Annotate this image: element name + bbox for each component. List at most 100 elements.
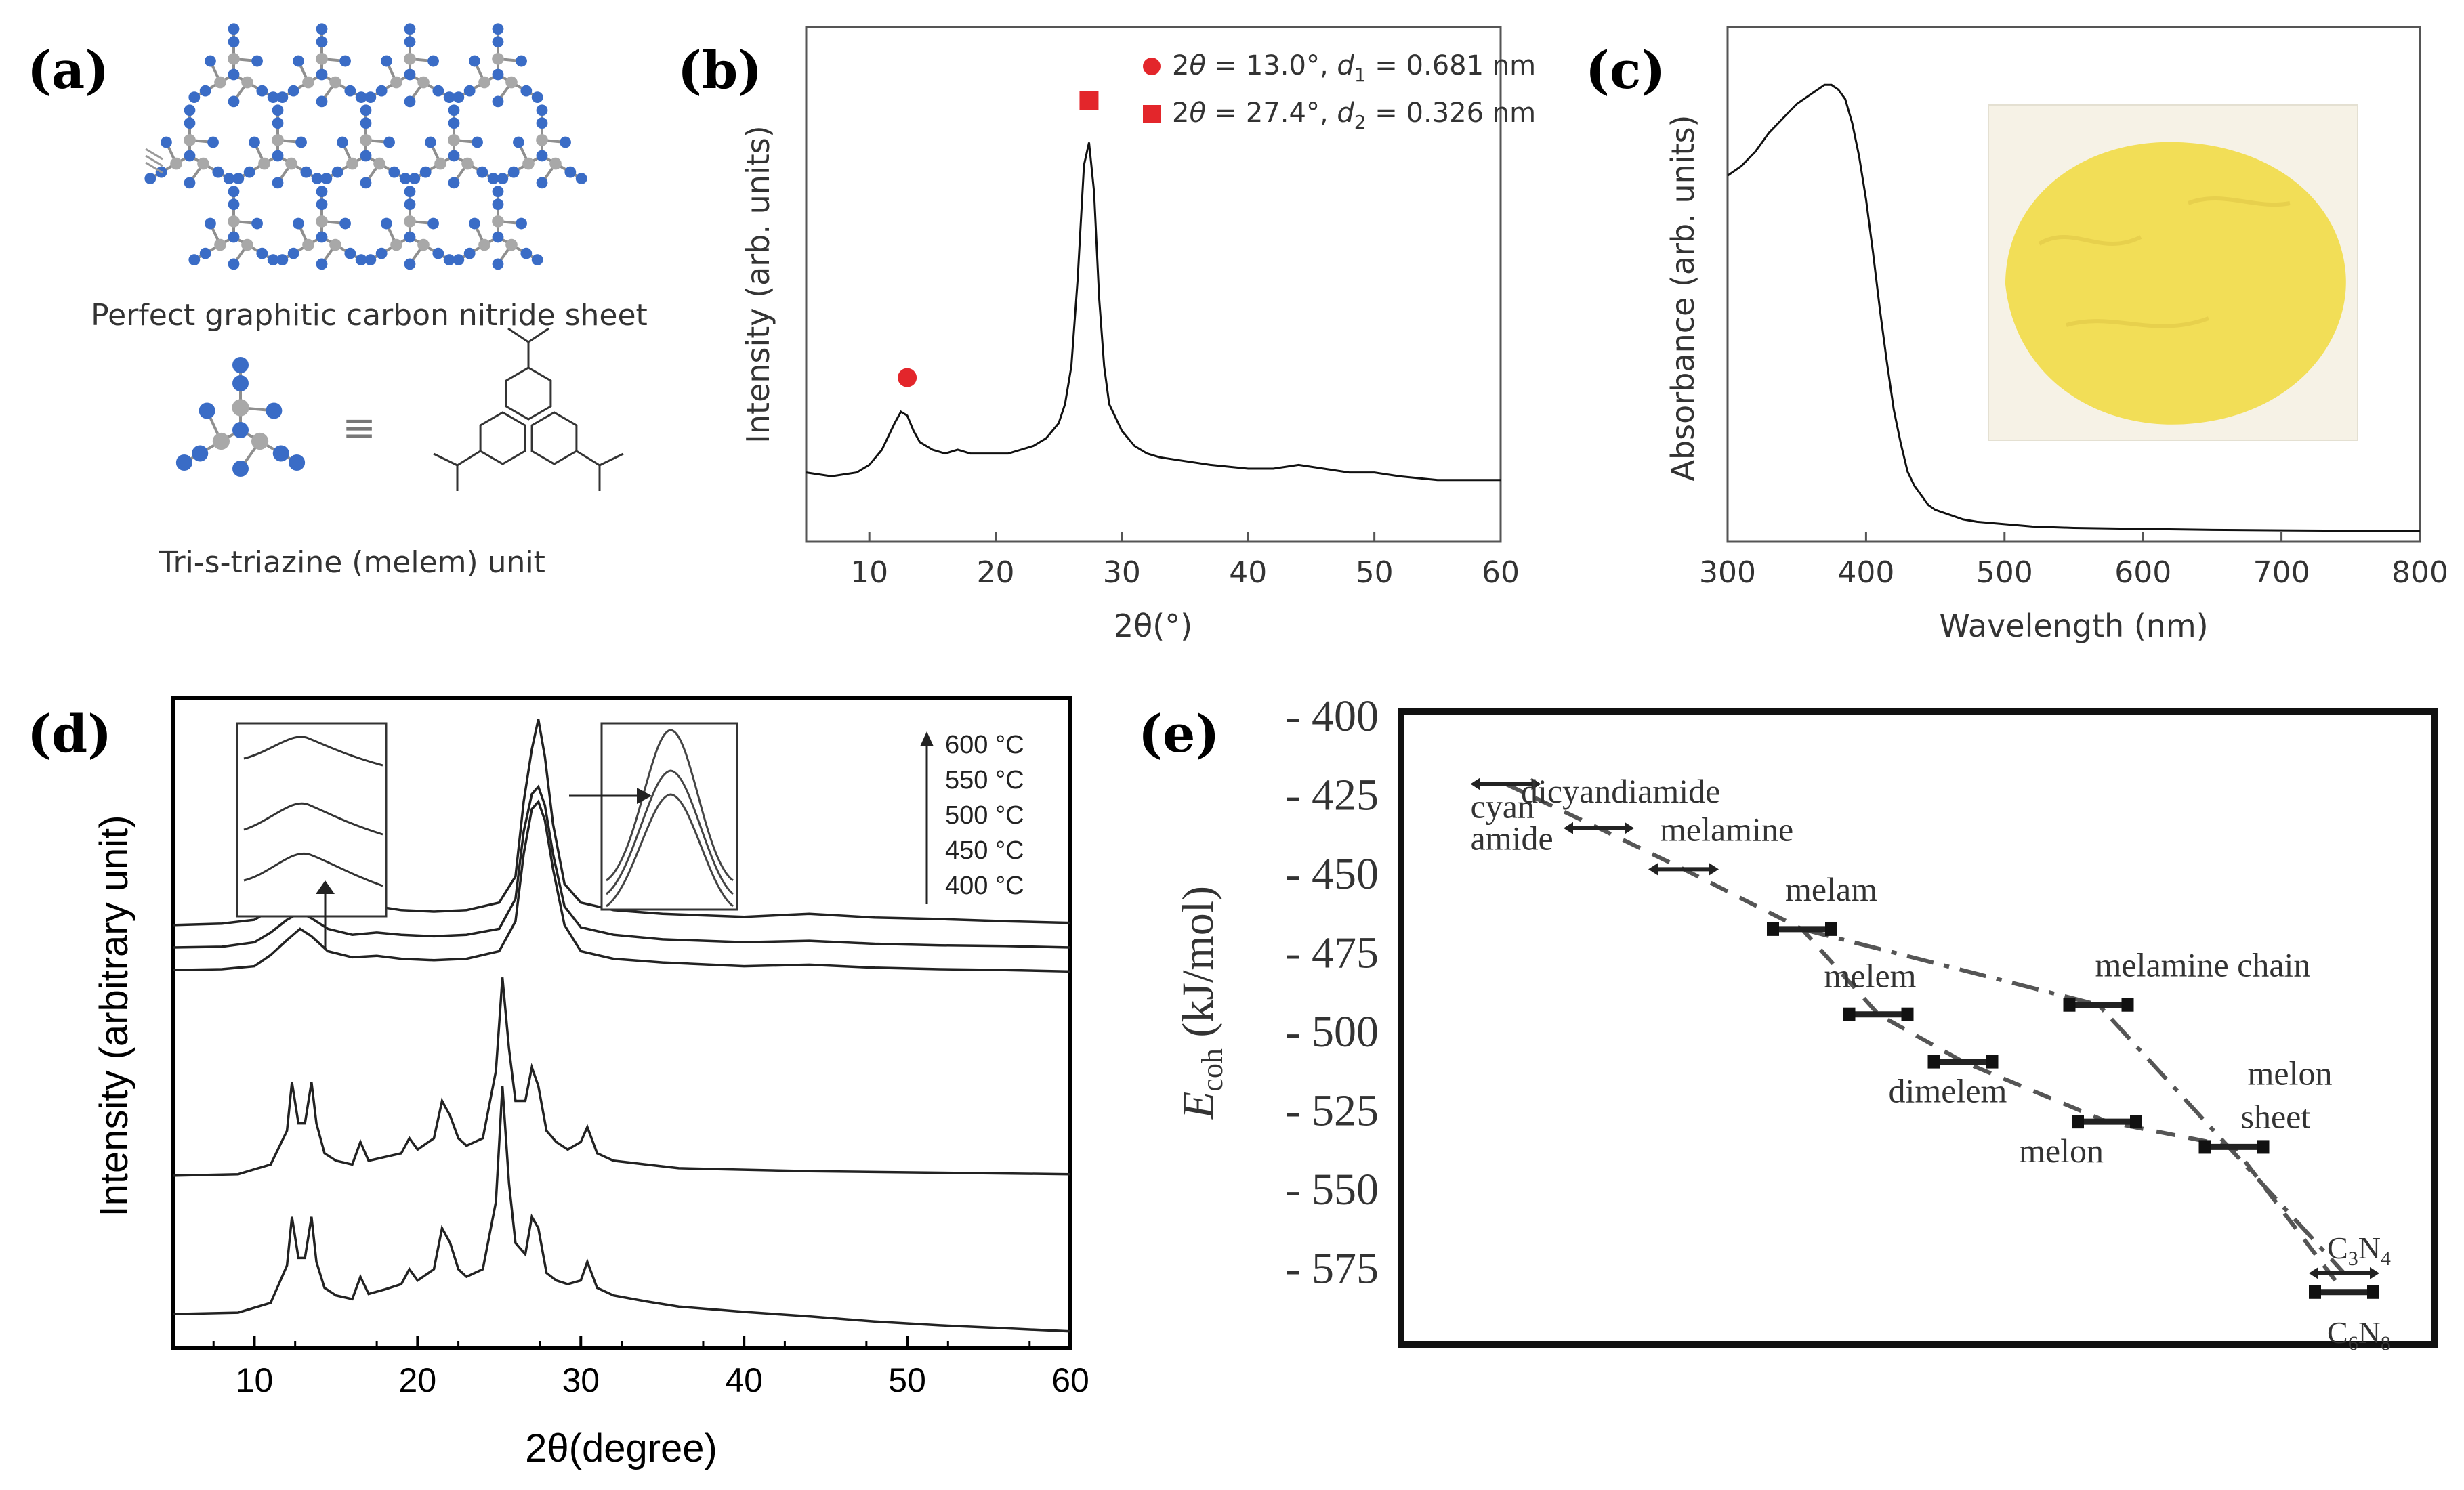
nitrogen-atom: [432, 247, 444, 259]
nitrogen-atom: [228, 198, 240, 211]
carbon-atom: [505, 238, 518, 251]
nitrogen-atom: [536, 150, 548, 162]
nitrogen-atom: [256, 247, 268, 259]
y-tick-label: - 550: [1286, 1165, 1379, 1214]
nitrogen-atom: [243, 166, 255, 178]
temperature-legend-label: 500 °C: [945, 801, 1024, 830]
bridging-nitrogen-atom: [399, 173, 411, 184]
x-tick-label: 40: [1229, 555, 1267, 590]
compound-label: dicyandiamide: [1521, 772, 1720, 810]
plot-b-xlabel: 2θ(°): [1114, 608, 1192, 644]
bridging-nitrogen-atom: [575, 173, 587, 184]
nitrogen-atom: [344, 85, 356, 97]
nitrogen-atom: [425, 136, 436, 148]
level-endcap: [2063, 998, 2076, 1012]
nitrogen-atom: [232, 422, 249, 438]
nitrogen-atom: [375, 247, 388, 259]
nitrogen-atom: [492, 36, 504, 48]
carbon-atom: [417, 76, 430, 89]
plot-e-dashed-paths: [1505, 782, 2346, 1294]
nitrogen-atom: [316, 198, 328, 211]
plot-c-xlabel: Wavelength (nm): [1939, 608, 2208, 644]
carbon-atom: [228, 53, 240, 65]
carbon-atom: [241, 76, 253, 89]
plot-d-inset-high-angle: [569, 722, 738, 911]
bridging-nitrogen-atom: [364, 91, 377, 104]
y-tick-label: - 475: [1286, 929, 1379, 978]
plot-b-peak-markers: [898, 91, 1099, 387]
dashed-connector: [1801, 927, 2346, 1275]
edge-bond: [145, 148, 163, 161]
carbon-atom: [302, 76, 314, 89]
nitrogen-atom: [300, 166, 312, 178]
nitrogen-atom: [564, 166, 577, 178]
nitrogen-atom: [360, 177, 372, 189]
temperature-legend-labels: 600 °C 550 °C 500 °C 450 °C 400 °C: [945, 731, 1024, 900]
nitrogen-atom: [419, 166, 432, 178]
melem-structural-formula: [433, 327, 624, 491]
compound-label: melem: [1824, 957, 1917, 995]
nitrogen-atom: [272, 177, 284, 189]
panel-e: (e) - 400- 425- 450- 475- 500- 525- 550-…: [1138, 691, 2438, 1355]
nitrogen-atom: [360, 150, 372, 162]
carbon-atom: [360, 134, 372, 146]
plot-e-frame: [1398, 708, 2438, 1348]
x-tick-label: 300: [1699, 555, 1756, 590]
nitrogen-atom: [404, 95, 416, 108]
x-tick-label: 500: [1976, 555, 2033, 590]
nitrogen-atom: [381, 55, 392, 67]
nitrogen-atom: [199, 85, 211, 97]
carbon-atom: [373, 157, 385, 170]
nitrogen-atom: [316, 258, 328, 270]
edge-bond: [145, 161, 163, 174]
nitrogen-atom: [184, 150, 196, 162]
bridging-nitrogen-atom: [404, 186, 416, 198]
bridging-nitrogen-atom: [188, 91, 201, 104]
nitrogen-atom: [251, 55, 263, 67]
nitrogen-atom: [520, 247, 533, 259]
carbon-atom: [404, 53, 416, 65]
nitrogen-atom: [272, 117, 284, 129]
panel-a-label: (a): [27, 40, 109, 100]
nitrogen-atom: [560, 136, 571, 148]
nitrogen-atom: [381, 217, 392, 230]
y-tick-label: - 500: [1286, 1007, 1379, 1057]
temperature-legend-label: 400 °C: [945, 872, 1024, 900]
nitrogen-atom: [228, 36, 240, 48]
carbon-atom: [214, 238, 226, 251]
nitrogen-atom: [375, 85, 388, 97]
nitrogen-atom: [199, 402, 215, 419]
nitrogen-atom: [404, 36, 416, 48]
bond: [457, 73, 499, 99]
inset-low-curve-500: [243, 802, 383, 836]
nitrogen-atom: [492, 68, 504, 81]
nitrogen-atom: [337, 136, 348, 148]
bridging-nitrogen-atom: [492, 186, 504, 198]
nitrogen-atom: [232, 461, 249, 477]
nitrogen-atom: [228, 68, 240, 81]
bridging-nitrogen-atom: [228, 186, 240, 198]
x-tick-label: 10: [850, 555, 888, 590]
temperature-legend-label: 550 °C: [945, 766, 1024, 794]
bridging-nitrogen-atom: [228, 23, 240, 35]
nitrogen-atom: [161, 136, 172, 148]
carbon-atom: [390, 238, 402, 251]
carbon-atom: [549, 157, 562, 170]
plot-c-x-ticks: 300 400 500 600 700 800: [1699, 532, 2448, 590]
nitrogen-atom: [448, 177, 460, 189]
nitrogen-atom: [212, 166, 224, 178]
nitrogen-atom: [316, 36, 328, 48]
bridging-nitrogen-atom: [531, 254, 543, 265]
methyl-bond: [528, 327, 549, 343]
nitrogen-atom: [272, 150, 284, 162]
powder-texture: [2038, 196, 2291, 328]
x-tick-label: 50: [888, 1361, 926, 1399]
nitrogen-atom: [360, 117, 372, 129]
carbon-atom: [492, 53, 504, 65]
bond: [413, 154, 455, 180]
x-tick-label: 30: [1103, 555, 1141, 590]
compound-label: sheet: [2241, 1097, 2311, 1135]
nitrogen-atom: [492, 95, 504, 108]
nitrogen-atom: [463, 85, 476, 97]
bridging-nitrogen-atom: [355, 254, 367, 265]
